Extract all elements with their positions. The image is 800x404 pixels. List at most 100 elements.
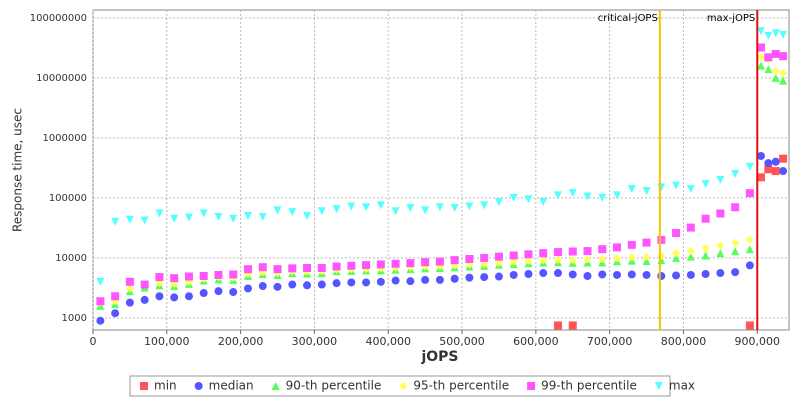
data-point [779,52,788,61]
data-point [465,254,474,263]
data-point [553,255,562,264]
data-point [779,30,788,39]
x-axis-label: jOPS [420,349,458,365]
data-point [214,270,223,279]
data-point [184,272,193,281]
data-point [96,297,105,306]
legend-label: min [154,379,177,393]
x-tick-label: 0 [90,335,97,348]
data-point [701,180,710,189]
data-point [527,382,536,390]
data-point [303,263,312,272]
x-tick-label: 300,000 [292,335,338,348]
data-point [376,277,385,286]
data-point [170,274,179,283]
data-point [524,195,533,204]
data-point [568,270,577,279]
legend-label: 95-th percentile [413,379,509,393]
data-point [288,264,297,273]
data-point [170,293,179,302]
data-point [672,249,681,258]
data-point [598,270,607,279]
data-point [140,295,149,304]
data-point [494,272,503,281]
data-point [435,203,444,212]
data-point [745,162,754,171]
data-point [627,253,636,262]
data-point [406,203,415,212]
data-point [125,277,134,286]
data-point [745,245,754,254]
data-point [539,249,548,258]
data-point [140,216,149,225]
annotation-label: critical-jOPS [598,13,658,24]
data-point [764,53,773,62]
x-tick-label: 200,000 [218,335,264,348]
data-point [716,241,725,250]
y-tick-label: 100000 [49,193,87,204]
data-point [509,193,518,202]
data-point [598,193,607,202]
data-point [642,238,651,247]
data-point [701,269,710,278]
data-point [756,173,765,182]
data-point [731,268,740,277]
data-point [125,298,134,307]
data-point [243,284,252,293]
data-point [745,189,754,198]
data-point [764,65,773,74]
data-point [686,252,695,261]
y-tick-label: 1000000 [42,133,87,144]
data-point [642,187,651,196]
data-point [273,265,282,274]
data-point [332,279,341,288]
data-point [716,175,725,184]
data-point [771,67,780,76]
data-point [568,189,577,198]
data-point [764,31,773,40]
data-point [317,263,326,272]
data-point [332,262,341,271]
data-point [170,214,179,223]
data-point [779,69,788,78]
data-point [771,49,780,58]
data-point [701,251,710,260]
data-point [745,261,754,270]
data-point [598,245,607,254]
data-point [155,273,164,282]
data-point [771,73,780,82]
data-point [450,203,459,212]
data-point [657,271,666,280]
data-point [613,243,622,252]
data-point [779,167,788,176]
legend-label: max [669,379,695,393]
data-point [435,257,444,266]
data-point [155,209,164,218]
data-point [155,292,164,301]
data-point [771,167,780,176]
data-point [672,271,681,280]
data-point [654,382,663,390]
data-point [229,214,238,223]
data-point [450,274,459,283]
data-point [745,235,754,244]
data-point [96,316,105,325]
data-point [756,61,765,70]
data-point [421,206,430,215]
data-point [583,271,592,280]
data-point [494,258,503,267]
data-point [273,282,282,291]
data-point [399,382,408,390]
data-point [214,287,223,296]
data-point [657,235,666,244]
data-point [672,181,681,190]
data-point [613,270,622,279]
data-point [229,288,238,297]
data-point [598,255,607,264]
data-point [362,203,371,212]
data-point [771,157,780,166]
legend-label: median [209,379,254,393]
data-point [303,211,312,220]
data-point [258,263,267,272]
x-tick-label: 500,000 [439,335,485,348]
